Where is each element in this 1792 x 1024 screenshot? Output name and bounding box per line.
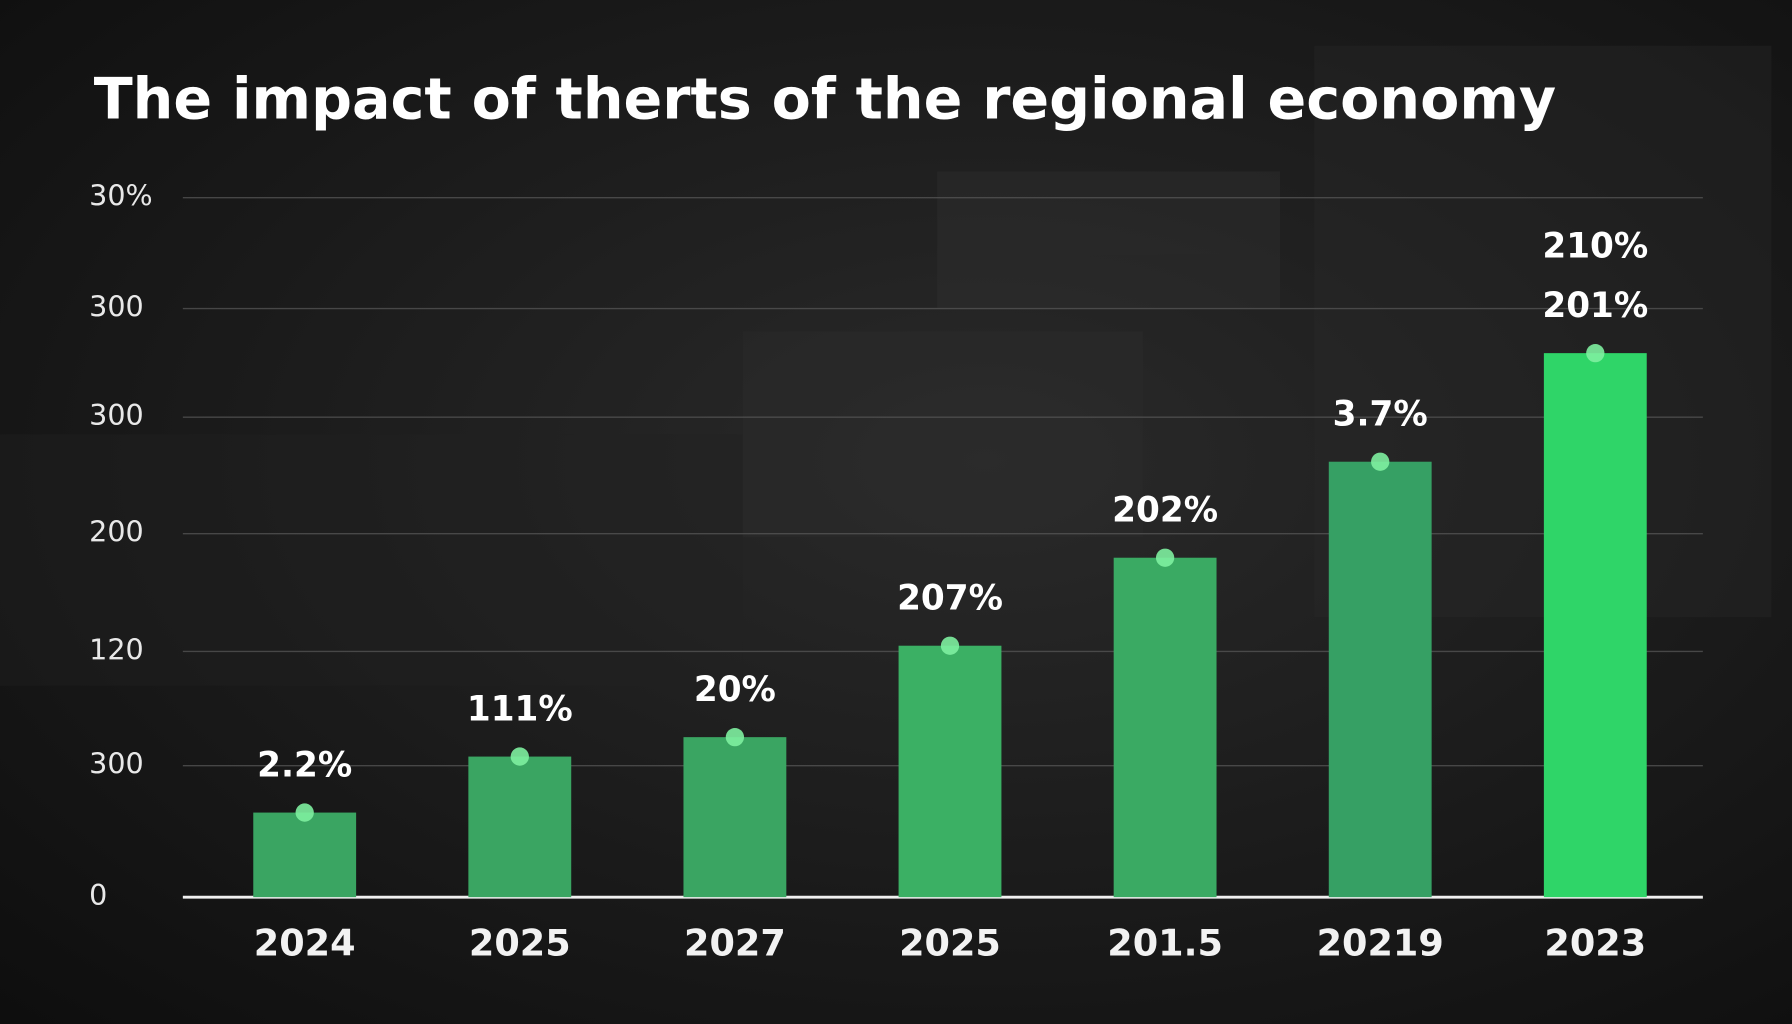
x-tick-label: 2027 — [684, 922, 786, 965]
bar — [1543, 353, 1647, 898]
bar-top-marker — [1586, 344, 1605, 363]
value-label: 111% — [467, 689, 573, 729]
bar — [683, 737, 787, 898]
bar — [1113, 557, 1217, 898]
annotation: 210% — [1542, 227, 1648, 267]
y-tick-label: 120 — [89, 632, 144, 666]
background-scene — [0, 45, 1772, 686]
x-tick-label: 2025 — [469, 922, 571, 965]
y-tick-label: 30% — [89, 179, 152, 213]
value-label: 207% — [897, 578, 1003, 618]
x-tick-label: 2023 — [1544, 922, 1646, 965]
bar — [898, 645, 1002, 898]
bar-top-marker — [940, 636, 960, 655]
bar — [253, 812, 357, 898]
value-label: 20% — [694, 670, 776, 710]
bar-top-marker — [1155, 548, 1175, 567]
value-label: 202% — [1112, 490, 1218, 530]
chart-title: The impact of therts of the regional eco… — [94, 66, 1556, 132]
y-tick-label: 300 — [89, 398, 144, 432]
value-label: 3.7% — [1333, 395, 1428, 435]
bar-top-marker — [1371, 452, 1390, 471]
bar-top-marker — [510, 747, 529, 766]
bar-top-marker — [725, 728, 745, 747]
y-tick-label: 300 — [89, 747, 144, 781]
y-tick-label: 200 — [89, 515, 144, 549]
bar-top-marker — [295, 803, 314, 822]
bar — [1328, 461, 1432, 898]
y-tick-label: 300 — [89, 290, 144, 324]
x-tick-label: 201.5 — [1107, 922, 1223, 965]
x-tick-label: 20219 — [1317, 922, 1444, 965]
value-label: 201% — [1542, 286, 1648, 326]
x-tick-label: 2024 — [254, 922, 356, 965]
y-tick-label: 0 — [89, 878, 107, 912]
bar — [468, 756, 572, 898]
value-label: 2.2% — [257, 745, 352, 785]
x-tick-label: 2025 — [899, 922, 1001, 965]
